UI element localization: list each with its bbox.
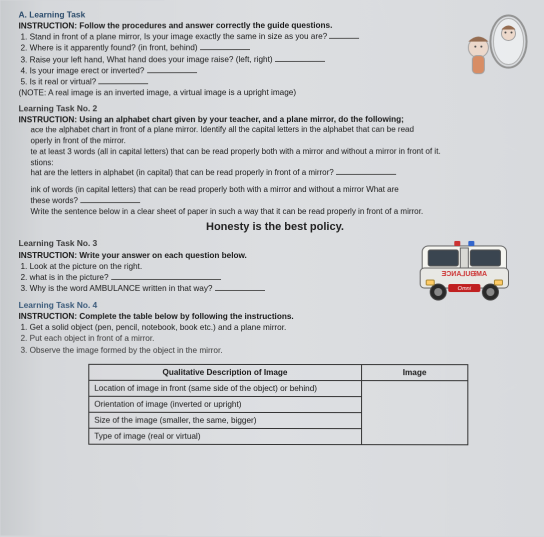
honesty-sentence: Honesty is the best policy. [19, 219, 533, 234]
task1-note: (NOTE: A real image is an inverted image… [19, 86, 533, 98]
task2-line2: te at least 3 words (all in capital lett… [31, 147, 533, 158]
task2-header: Learning Task No. 2 [19, 102, 533, 114]
task4-instruction: INSTRUCTION: Complete the table below by… [19, 311, 533, 322]
table-image-cell [361, 380, 467, 444]
table-col2-header: Image [361, 364, 467, 380]
mirror-girl-illustration [458, 3, 530, 81]
task2-qc: Write the sentence below in a clear shee… [31, 207, 533, 218]
task2-instruction: INSTRUCTION: Using an alphabet chart giv… [19, 114, 533, 126]
table-row: Type of image (real or virtual) [89, 428, 362, 444]
table-row: Location of image in front (same side of… [89, 380, 362, 396]
task2-line1: ace the alphabet chart in front of a pla… [31, 125, 533, 136]
table-col1-header: Qualitative Description of Image [89, 364, 362, 380]
task2-line1b: operly in front of the mirror. [31, 136, 533, 147]
svg-text:ƎƆИA⅃UᙠMA: ƎƆИA⅃UᙠMA [442, 270, 487, 278]
task1-q5: 5. Is it real or virtual? [21, 75, 533, 87]
task4-s3: 3. Observe the image formed by the objec… [21, 344, 533, 355]
task2-line3: stions: [31, 157, 533, 168]
task1-q3: 3. Raise your left hand, What hand does … [21, 53, 533, 65]
svg-text:Omni: Omni [458, 286, 472, 292]
task4-table: Qualitative Description of Image Image L… [88, 363, 468, 445]
table-row: Orientation of image (inverted or uprigh… [89, 396, 362, 412]
task2-qb2: these words? [31, 196, 533, 207]
ambulance-illustration: ƎƆИA⅃UᙠMA Omni [414, 236, 514, 304]
task2-qb: ink of words (in capital letters) that c… [31, 185, 533, 196]
task2-qa: hat are the letters in alphabet (in capi… [31, 168, 533, 179]
table-row: Size of the image (smaller, the same, bi… [89, 412, 362, 428]
task4-s2: 2. Put each object in front of a mirror. [21, 333, 533, 344]
task4-s1: 1. Get a solid object (pen, pencil, note… [21, 322, 533, 333]
task1-q4: 4. Is your image erect or inverted? [21, 64, 533, 76]
